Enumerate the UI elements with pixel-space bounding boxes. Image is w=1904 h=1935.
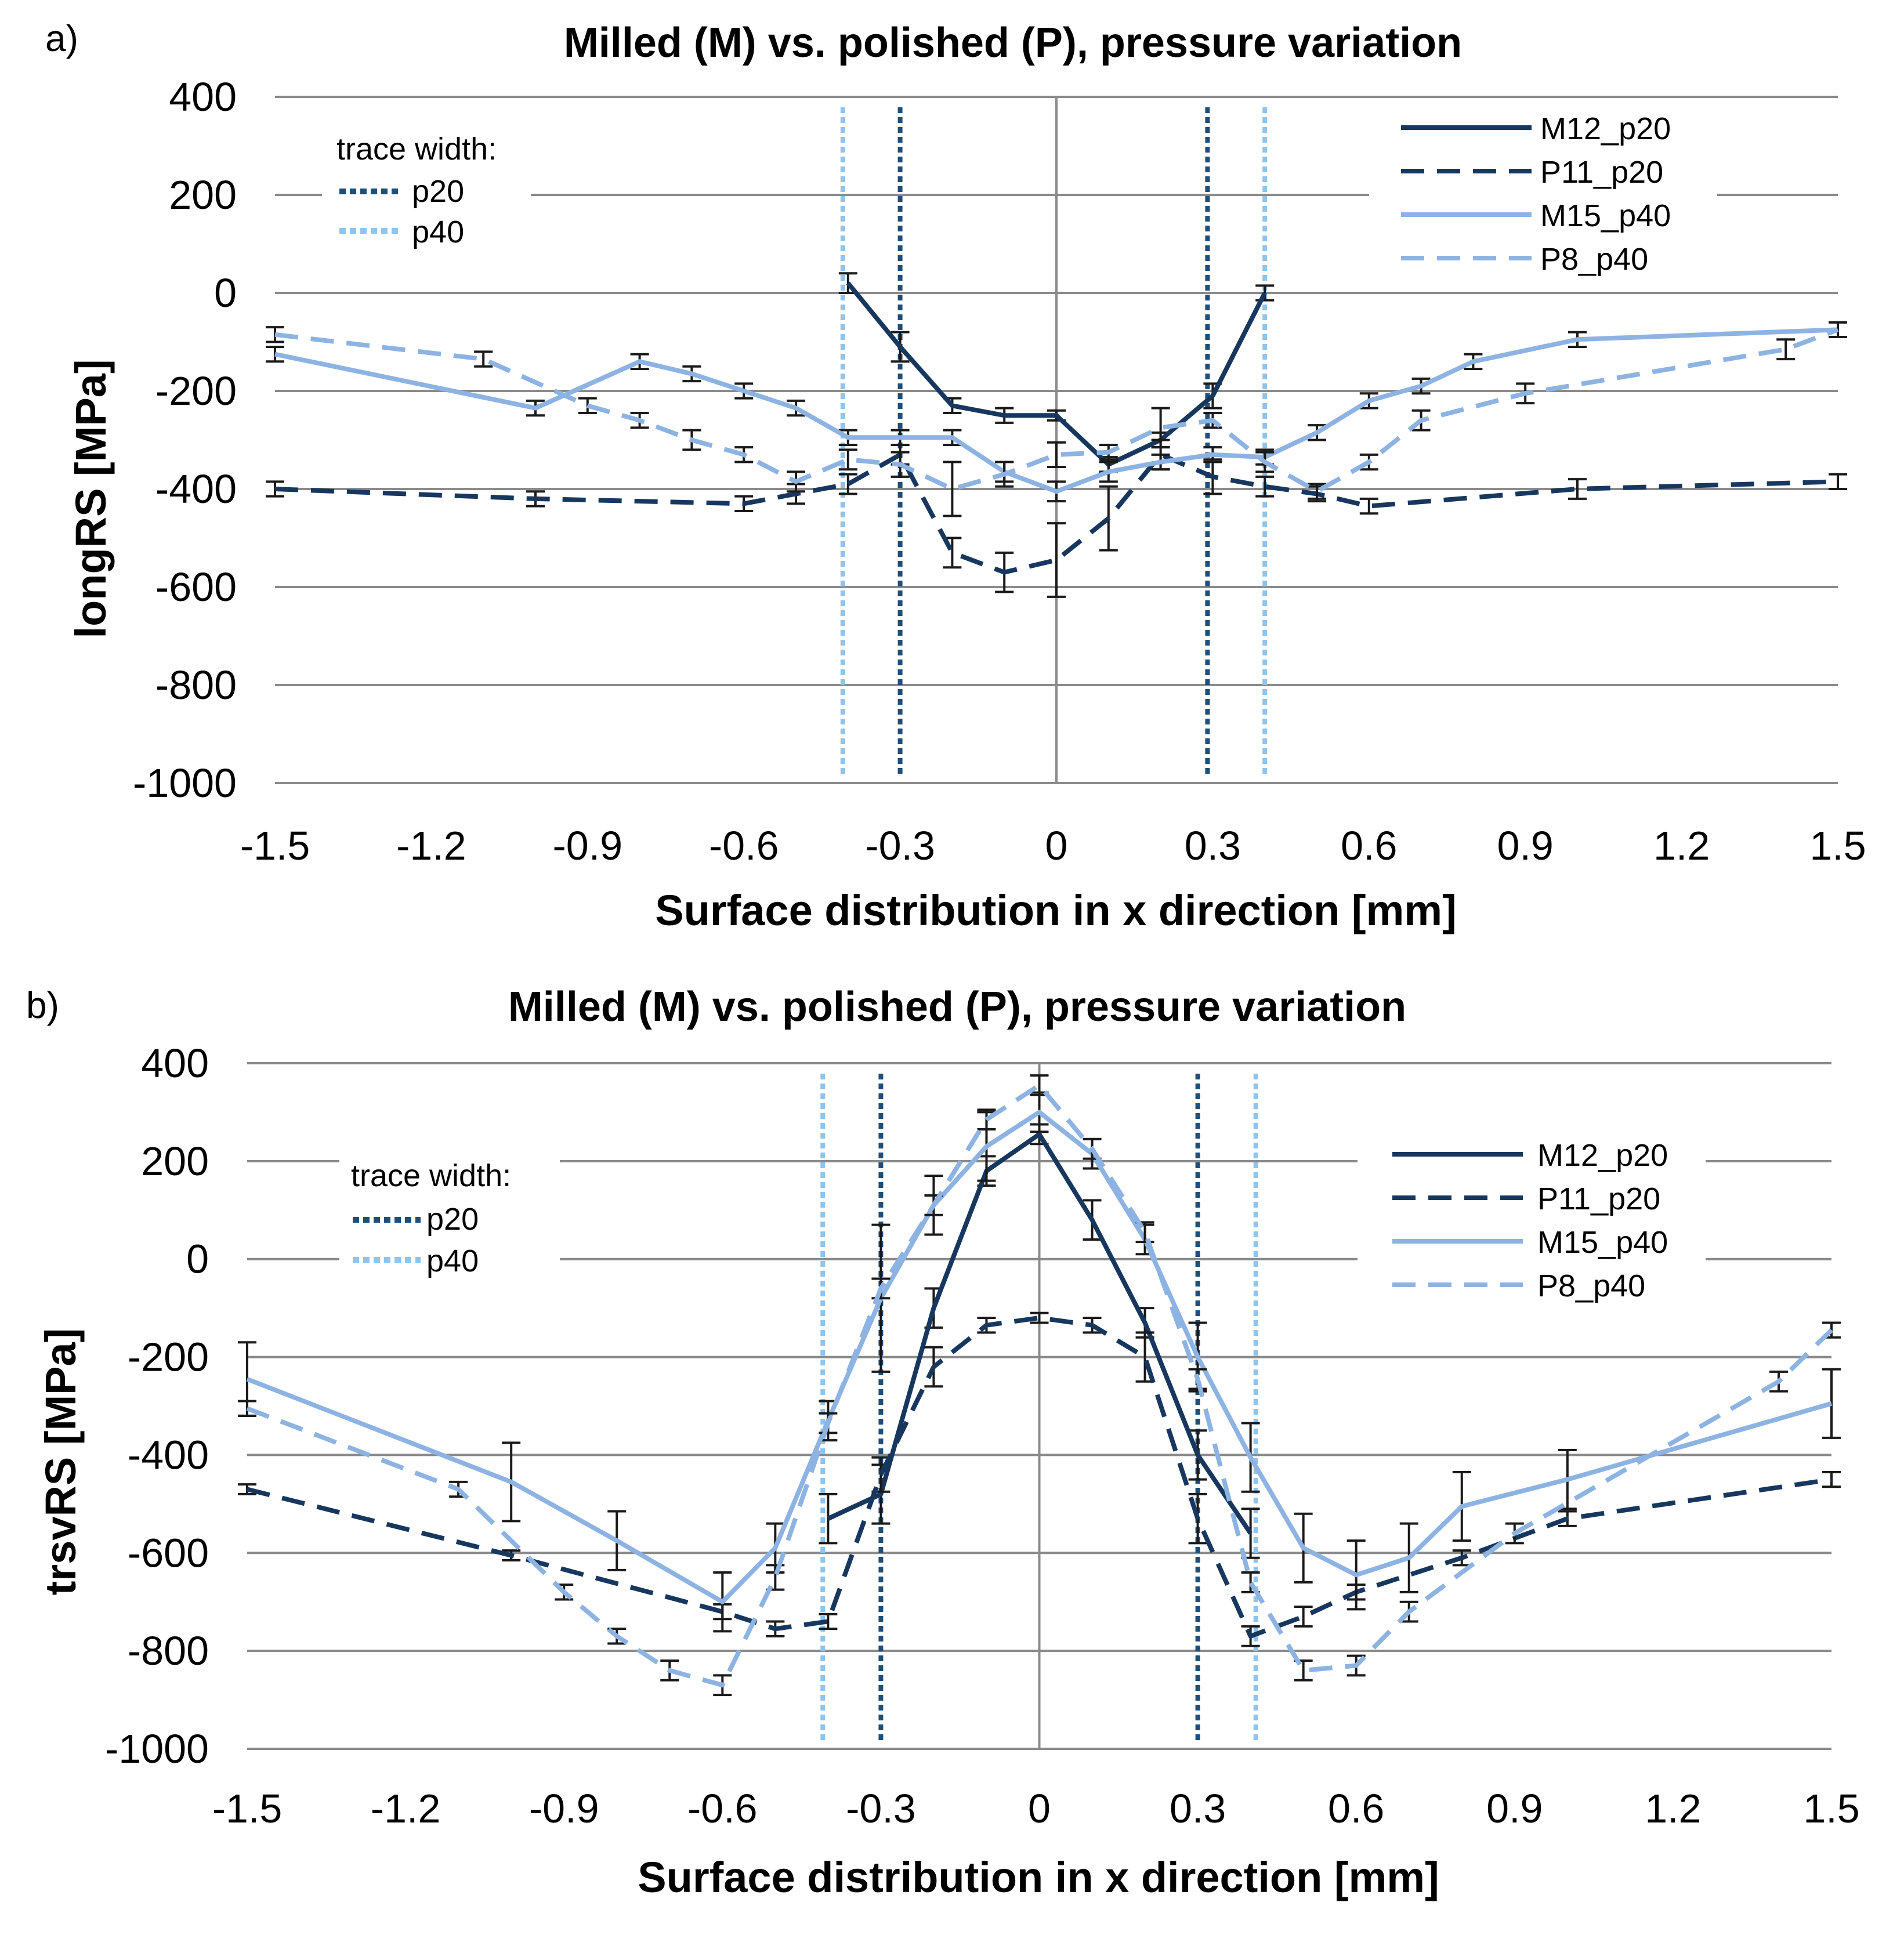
panel-b-title: Milled (M) vs. polished (P), pressure va… bbox=[508, 984, 1406, 1030]
panel-b-legend-p11: P11_p20 bbox=[1537, 1182, 1660, 1216]
panel-a-y-tick-label: -200 bbox=[155, 368, 237, 414]
panel-b-x-tick-label: 0 bbox=[1028, 1786, 1051, 1831]
panel-b-x-axis-title: Surface distribution in x direction [mm] bbox=[638, 1853, 1439, 1901]
panel-b-y-tick-label: -400 bbox=[128, 1432, 209, 1477]
panel-b-series-p8_p40 bbox=[238, 1074, 1841, 1697]
panel-a-y-tick-label: -400 bbox=[155, 466, 237, 512]
panel-a-x-axis-title: Surface distribution in x direction [mm] bbox=[655, 886, 1456, 934]
panel-b-label: b) bbox=[26, 984, 59, 1026]
panel-a-x-tick-label: 0 bbox=[1045, 823, 1068, 868]
panel-b-x-tick-label: -1.5 bbox=[212, 1786, 283, 1831]
panel-b-x-tick-label: -1.2 bbox=[371, 1786, 441, 1831]
panel-a-y-tick-label: -600 bbox=[155, 564, 237, 610]
panel-a-title: Milled (M) vs. polished (P), pressure va… bbox=[564, 20, 1462, 66]
panel-a-x-tick-label: 1.5 bbox=[1809, 823, 1866, 868]
panel-a-x-tick-label: 0.6 bbox=[1341, 823, 1397, 868]
panel-b-y-tick-label: -800 bbox=[128, 1628, 209, 1673]
panel-b-series bbox=[238, 1074, 1841, 1697]
panel-a-trace-legend: trace width: p20 p40 bbox=[322, 131, 531, 255]
panel-b-x-tick-label: 0.3 bbox=[1170, 1786, 1226, 1831]
panel-b-y-tick-label: 0 bbox=[186, 1237, 209, 1282]
panel-b-series-legend-bg bbox=[1358, 1128, 1706, 1308]
panel-b-y-tick-label: -200 bbox=[128, 1335, 209, 1380]
panel-b-x-tick-label: -0.9 bbox=[529, 1786, 599, 1831]
panel-a-series-legend: M12_p20 P11_p20 M15_p40 P8_p40 bbox=[1369, 104, 1717, 278]
panel-b-trace-legend-p20: p20 bbox=[426, 1202, 479, 1237]
panel-b-trace-legend-p40: p40 bbox=[426, 1244, 479, 1278]
panel-b-x-tick-label: 1.5 bbox=[1803, 1786, 1859, 1831]
panel-a-series bbox=[266, 272, 1847, 598]
panel-a-legend-p11: P11_p20 bbox=[1540, 155, 1663, 190]
panel-b-legend-p8: P8_p40 bbox=[1537, 1269, 1645, 1303]
panel-a-x-tick-label: 0.9 bbox=[1497, 823, 1554, 868]
panel-a-series-legend-bg bbox=[1369, 104, 1717, 278]
panel-b-trace-legend-title: trace width: bbox=[351, 1158, 511, 1193]
panel-a-legend-m12: M12_p20 bbox=[1540, 111, 1671, 146]
panel-a-trace-legend-bg bbox=[322, 131, 531, 255]
panel-a-y-axis-title: longRS [MPa] bbox=[67, 360, 115, 639]
panel-a-line-m15_p40 bbox=[274, 327, 1838, 494]
panel-b-x-tick-label: -0.6 bbox=[687, 1786, 758, 1831]
panel-a-x-tick-label: 1.2 bbox=[1653, 823, 1710, 868]
panel-a-y-tick-label: 400 bbox=[169, 74, 237, 119]
panel-a-legend-m15: M15_p40 bbox=[1540, 198, 1671, 233]
panel-b-tick-labels: 400 200 0 -200 -400 -600 -800 -1000-1.5 -1.2 -0.9… bbox=[105, 1041, 1860, 1831]
panel-a-y-tick-label: 200 bbox=[169, 172, 237, 218]
panel-a-trace-legend-p40: p40 bbox=[412, 215, 464, 249]
panel-a-line-p11_p20 bbox=[274, 452, 1838, 575]
panel-a-y-tick-label: 0 bbox=[214, 270, 237, 316]
panel-a-legend-p8: P8_p40 bbox=[1540, 242, 1648, 277]
panel-a-trace-legend-p20: p20 bbox=[412, 174, 464, 209]
panel-b-series-legend: M12_p20 P11_p20 M15_p40 P8_p40 bbox=[1358, 1128, 1706, 1308]
panel-a-x-tick-label: -0.9 bbox=[552, 823, 622, 868]
panel-b-x-tick-label: -0.3 bbox=[846, 1786, 916, 1831]
panel-a-series-m12_p20 bbox=[838, 272, 1275, 473]
panel-b-x-tick-label: 0.6 bbox=[1328, 1786, 1384, 1831]
panel-b-y-tick-label: 400 bbox=[141, 1041, 209, 1086]
panel-b-x-tick-label: 0.9 bbox=[1486, 1786, 1543, 1831]
panel-b-line-m15_p40 bbox=[246, 1110, 1833, 1604]
panel-a-y-tick-label: -800 bbox=[155, 662, 237, 708]
panel-a-series-p11_p20 bbox=[266, 439, 1847, 598]
panel-b-y-axis-title: trsvRS [MPa] bbox=[37, 1328, 85, 1596]
panel-a-line-m12_p20 bbox=[846, 281, 1267, 467]
panel-a-series-p8_p40 bbox=[266, 321, 1847, 517]
panel-a-x-tick-label: -1.5 bbox=[240, 823, 310, 868]
panel-b: b) Milled (M) vs. polished (P), pressure… bbox=[26, 984, 1860, 1901]
panel-b-y-tick-label: -600 bbox=[128, 1530, 209, 1575]
panel-a-line-p8_p40 bbox=[274, 327, 1839, 494]
panel-b-trace-width-lines bbox=[820, 1074, 1258, 1743]
panel-a-x-tick-label: -1.2 bbox=[396, 823, 466, 868]
panel-b-y-tick-label: -1000 bbox=[105, 1726, 209, 1771]
panel-a-label: a) bbox=[45, 17, 78, 59]
panel-a-tick-labels: 400 200 0 -200 -400 -600 -800 -1000-1.5 -1.2 -0.9… bbox=[133, 74, 1866, 868]
panel-a-y-tick-label: -1000 bbox=[133, 760, 237, 806]
panel-a-trace-width-lines bbox=[840, 107, 1268, 777]
panel-b-trace-legend: trace width: p20 p40 bbox=[339, 1154, 560, 1288]
panel-a-x-tick-label: -0.3 bbox=[865, 823, 935, 868]
panel-b-line-p8_p40 bbox=[246, 1082, 1833, 1688]
panel-b-legend-m12: M12_p20 bbox=[1537, 1138, 1668, 1173]
panel-b-line-m12_p20 bbox=[827, 1132, 1253, 1535]
panel-b-legend-m15: M15_p40 bbox=[1537, 1225, 1668, 1260]
panel-b-line-p11_p20 bbox=[247, 1316, 1832, 1639]
panel-a-trace-legend-title: trace width: bbox=[336, 132, 497, 166]
panel-a: a) Milled (M) vs. polished (P), pressure… bbox=[45, 17, 1866, 934]
panel-b-y-tick-label: 200 bbox=[141, 1139, 209, 1184]
panel-a-x-tick-label: -0.6 bbox=[709, 823, 779, 868]
panel-b-x-tick-label: 1.2 bbox=[1645, 1786, 1701, 1831]
panel-b-series-m12_p20 bbox=[819, 1123, 1260, 1559]
panel-a-x-tick-label: 0.3 bbox=[1185, 823, 1241, 868]
